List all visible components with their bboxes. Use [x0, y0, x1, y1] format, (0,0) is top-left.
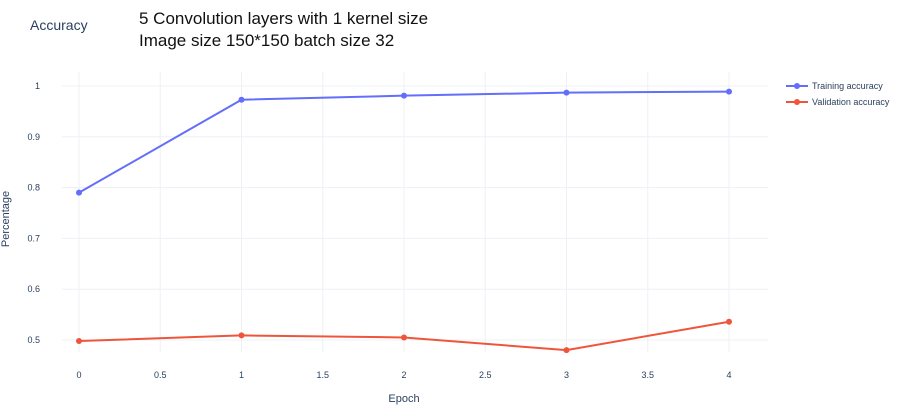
y-axis-title: Percentage: [0, 191, 12, 247]
data-point[interactable]: [76, 338, 82, 345]
x-tick-label: 3: [564, 370, 569, 380]
legend-marker: [794, 99, 800, 105]
data-point[interactable]: [401, 334, 407, 341]
series-validation[interactable]: [76, 318, 732, 354]
legend-marker: [794, 83, 800, 89]
data-point[interactable]: [563, 347, 570, 354]
x-tick-label: 2.5: [479, 370, 492, 380]
y-tick-label: 0.5: [27, 335, 40, 345]
y-tick-label: 0.6: [27, 284, 40, 294]
x-tick-label: 2: [401, 370, 406, 380]
data-point[interactable]: [401, 92, 407, 99]
data-point[interactable]: [726, 318, 732, 325]
data-point[interactable]: [76, 189, 82, 196]
x-tick-label: 1.5: [316, 370, 329, 380]
y-tick-label: 1: [35, 81, 40, 91]
legend-label: Training accuracy: [812, 81, 883, 91]
x-tick-label: 0.5: [154, 370, 167, 380]
x-tick-label: 1: [239, 370, 244, 380]
data-point[interactable]: [726, 88, 732, 95]
x-tick-label: 4: [726, 370, 731, 380]
legend-label: Validation accuracy: [812, 97, 890, 107]
x-axis-title: Epoch: [388, 393, 419, 405]
x-tick-label: 0: [76, 370, 81, 380]
chart-title: Accuracy: [30, 17, 88, 33]
axis-ticks: 0 0.5 1 1.5 2 2.5 3 3.5 4 0.5 0.6 0.7 0.8 0.9 1: [27, 81, 731, 380]
x-tick-label: 3.5: [641, 370, 654, 380]
y-tick-label: 0.8: [27, 183, 40, 193]
legend-item[interactable]: Validation accuracy: [786, 97, 890, 107]
legend[interactable]: Training accuracy Validation accuracy: [786, 81, 890, 107]
y-tick-label: 0.7: [27, 233, 40, 243]
data-point[interactable]: [563, 89, 570, 96]
grid: [62, 72, 768, 352]
caption-line-1: 5 Convolution layers with 1 kernel size: [139, 9, 429, 28]
y-tick-label: 0.9: [27, 132, 40, 142]
data-point[interactable]: [238, 96, 245, 103]
series-training[interactable]: [76, 88, 732, 196]
legend-item[interactable]: Training accuracy: [786, 81, 883, 91]
data-point[interactable]: [238, 332, 245, 339]
plot-area: [76, 88, 732, 354]
caption-line-2: Image size 150*150 batch size 32: [139, 31, 395, 50]
